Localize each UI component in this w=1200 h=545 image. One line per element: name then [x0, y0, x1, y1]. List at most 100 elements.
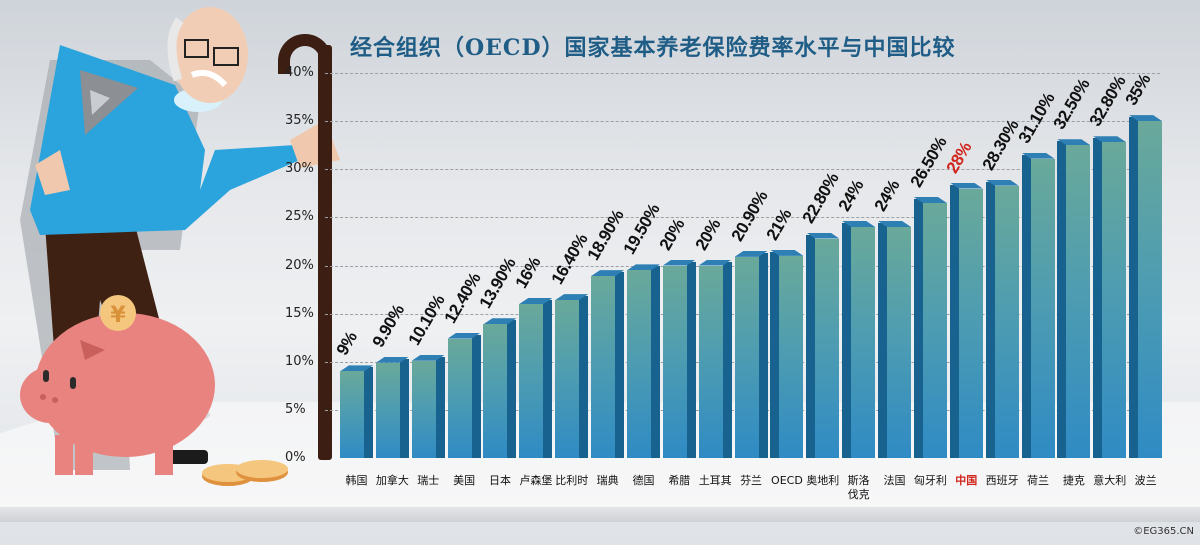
- bar-top-face: [340, 365, 373, 372]
- bar-top-face: [734, 250, 768, 257]
- bar: [734, 250, 768, 458]
- category-label: 奥地利: [806, 474, 840, 487]
- bar-front-face: [851, 227, 876, 458]
- bar: [375, 356, 409, 458]
- bar-value-label: 28.30%: [978, 116, 1023, 174]
- bar-value-label: 9.90%: [368, 301, 408, 351]
- bar-value-label: 32.50%: [1050, 75, 1094, 133]
- bar-front-face: [698, 265, 723, 458]
- category-label: 美国: [453, 474, 476, 487]
- bar-front-face: [1030, 158, 1055, 458]
- bar-front-face: [1102, 142, 1127, 458]
- bar: [770, 249, 804, 458]
- y-tick-label: 15%: [285, 305, 314, 321]
- category-label: 法国: [883, 474, 906, 487]
- category-label: 韩国: [345, 474, 368, 487]
- bar-value-label: 20%: [655, 215, 689, 253]
- bar-value-label: 20.90%: [727, 187, 772, 245]
- bar-top-face: [519, 298, 553, 304]
- bar-side-face: [364, 367, 373, 458]
- bar-front-face: [555, 300, 580, 458]
- category-label: 瑞士: [417, 474, 440, 487]
- coins-illustration: [202, 460, 288, 486]
- category-label: 斯洛 伐克: [847, 474, 870, 501]
- bar-front-face: [626, 270, 651, 458]
- bar-top-face: [1021, 152, 1055, 159]
- bar-value-label: 20%: [691, 215, 725, 253]
- bar-top-face: [949, 182, 983, 189]
- bar-top-face: [806, 232, 840, 239]
- y-tick-label: 20%: [285, 257, 314, 273]
- bar-top-face: [626, 264, 660, 271]
- bar-front-face: [887, 227, 912, 458]
- bar-front-face: [734, 256, 759, 458]
- y-tick-label: 5%: [285, 401, 306, 417]
- bar-top-face: [878, 221, 912, 227]
- y-tick-label: 0%: [285, 450, 306, 465]
- bar-front-face: [447, 338, 472, 458]
- bar-front-face: [662, 265, 687, 458]
- category-label: 日本: [488, 474, 511, 487]
- bar-top-face: [1057, 139, 1091, 146]
- bar: [698, 259, 732, 458]
- bar-side-face: [399, 358, 409, 458]
- bar-front-face: [519, 304, 544, 458]
- bar: [1093, 136, 1127, 458]
- bar-value-label: 21%: [763, 205, 796, 244]
- bar-front-face: [340, 371, 364, 458]
- category-label: 瑞典: [596, 474, 619, 487]
- bar-top-face: [591, 270, 625, 277]
- bar-side-face: [435, 356, 445, 458]
- bar: [483, 318, 517, 458]
- bar: [662, 259, 696, 458]
- table-edge: [0, 507, 1200, 522]
- category-label: 芬兰: [740, 474, 763, 487]
- bar-value-label: 19.50%: [619, 200, 664, 258]
- bar-side-face: [543, 300, 553, 458]
- bar-front-face: [994, 185, 1019, 458]
- bar-front-face: [922, 202, 947, 458]
- category-label: 荷兰: [1027, 474, 1050, 487]
- bar-side-face: [1093, 138, 1103, 458]
- y-tick-label: 35%: [285, 113, 314, 129]
- bar-top-face: [375, 356, 409, 363]
- piggy-bank-illustration: ¥: [20, 295, 215, 475]
- bar-top-face: [698, 259, 732, 266]
- category-label: 加拿大: [375, 474, 409, 487]
- bar-side-face: [686, 261, 696, 458]
- bar: [411, 354, 445, 458]
- bar: [340, 365, 373, 458]
- bar-side-face: [878, 223, 888, 458]
- bar: [447, 332, 481, 458]
- bar-side-face: [913, 198, 923, 458]
- category-label: 卢森堡: [519, 474, 553, 487]
- gridline: [325, 217, 1160, 219]
- bar-top-face: [483, 318, 517, 325]
- bar-front-face: [958, 188, 983, 458]
- y-tick-label: 30%: [285, 161, 314, 177]
- bar-top-face: [913, 196, 947, 203]
- bar: [1129, 115, 1163, 458]
- bar-front-face: [779, 255, 804, 458]
- category-label: 德国: [632, 474, 655, 487]
- bar-value-label: 16.40%: [547, 230, 592, 288]
- bar-front-face: [375, 362, 400, 458]
- bar-value-label: 10.10%: [404, 291, 449, 349]
- bar-top-face: [555, 294, 589, 301]
- bar-side-face: [806, 234, 816, 458]
- bar-side-face: [842, 223, 852, 458]
- bar-front-face: [1138, 121, 1163, 458]
- y-tick-label: 10%: [285, 353, 314, 369]
- bar: [1021, 152, 1055, 458]
- bar: [626, 264, 660, 458]
- bar-side-face: [615, 272, 625, 458]
- bar-front-face: [591, 276, 616, 458]
- bar-front-face: [1066, 145, 1091, 458]
- bar: [806, 232, 840, 458]
- bar-side-face: [985, 181, 995, 458]
- chart-title: 经合组织（OECD）国家基本养老保险费率水平与中国比较: [350, 35, 956, 61]
- y-tick-label: 25%: [285, 209, 314, 225]
- bar-top-face: [1093, 136, 1127, 143]
- bar-value-label: 24%: [870, 176, 904, 215]
